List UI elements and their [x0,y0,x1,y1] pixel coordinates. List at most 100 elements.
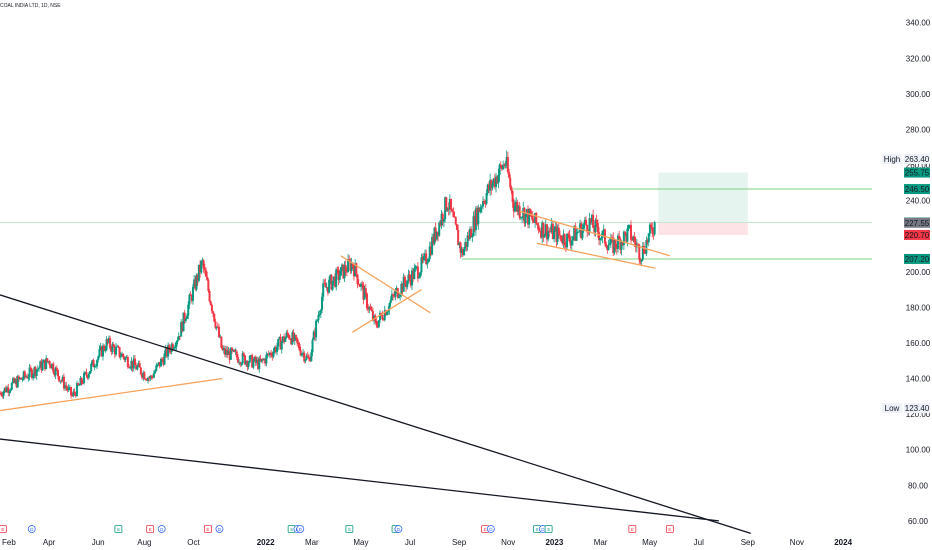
candle-body [582,224,585,229]
dividend-icon[interactable] [215,525,224,533]
candle-body [334,276,337,287]
candle-body [117,346,120,348]
candle-body [517,206,520,212]
candle-body [170,344,173,352]
trendline[interactable] [0,438,720,522]
dividend-icon[interactable] [27,525,36,533]
candle-body [388,303,391,311]
candle-body [414,266,417,269]
candle-body [498,164,501,175]
candle-body [26,376,29,379]
trendline[interactable] [0,294,751,534]
candle-body [350,262,353,272]
candle-body [370,309,373,312]
candle-body [186,315,189,319]
candle-body [49,365,52,369]
candle-body [569,241,572,246]
candle-body [253,356,256,362]
candle-body [563,234,566,245]
earnings-icon[interactable] [146,525,155,533]
stop-zone[interactable] [658,222,748,235]
candle-body [73,391,76,394]
candle-body [283,336,286,342]
candle-body [199,264,202,273]
candle-body [466,235,469,247]
trendline[interactable] [340,255,431,314]
candle-body [585,219,588,225]
candle-body [534,212,537,223]
candle-body [419,272,422,277]
earnings-icon[interactable] [203,525,212,533]
candle-body [213,313,216,322]
target-zone[interactable] [658,172,748,223]
split-icon[interactable] [345,525,354,533]
price-marker-value: 263.40 [905,155,930,164]
x-tick-label: 2022 [257,538,275,547]
candle-body [525,209,528,213]
candle-body [339,267,342,276]
candle-body [509,177,512,188]
y-tick-label: 340.00 [906,19,931,28]
trendline[interactable] [0,377,223,412]
split-icon[interactable] [544,525,553,533]
earnings-icon[interactable] [0,525,7,533]
candle-body [103,345,106,351]
candle-body [620,241,623,250]
candle-body [412,270,415,279]
trendline[interactable] [519,210,671,257]
candle-body [70,386,73,396]
candle-body [401,283,404,292]
candle-body [296,337,299,343]
candle-body [435,231,438,240]
dividend-icon[interactable] [394,525,403,533]
candle-body [60,380,63,382]
candle-body [383,310,386,321]
split-icon[interactable] [114,525,123,533]
earnings-icon[interactable] [628,525,637,533]
earnings-icon[interactable] [665,525,674,533]
candle-body [200,260,203,273]
candle-body [381,314,384,320]
candle-body [349,261,352,272]
candle-body [279,337,282,350]
candle-body [524,212,527,224]
trendline[interactable] [351,289,422,333]
candle-body [302,352,305,354]
candle-body [564,244,567,248]
candle-body [130,360,133,368]
candle-body [20,377,23,380]
candle-body [87,373,90,378]
candle-body [426,262,429,264]
candle-body [218,326,221,338]
candle-body [116,346,119,348]
candle-body [360,283,363,287]
candle-body [352,266,355,277]
candle-body [124,357,127,360]
dividend-icon[interactable] [157,525,166,533]
candle-body [400,283,403,295]
candle-body [453,216,456,218]
candle-body [579,223,582,232]
candle-body [315,320,318,338]
y-tick-label: 280.00 [906,125,931,134]
dividend-icon[interactable] [486,525,495,533]
candle-body [459,242,462,253]
candle-body [428,246,431,260]
candle-body [376,325,379,328]
candle-body [58,376,61,382]
candle-body [45,358,48,369]
candle-body [510,187,513,192]
candle-body [191,286,194,301]
dividend-icon[interactable] [296,525,305,533]
candle-body [470,228,473,238]
event-marker-glyph: S [547,527,550,532]
candle-body [195,274,198,290]
y-tick-label: 60.00 [908,517,929,526]
candle-body [136,366,139,370]
candle-body [611,237,614,239]
candle-body [139,367,142,375]
event-marker-glyph: S [117,527,120,532]
trendline[interactable] [536,242,656,269]
